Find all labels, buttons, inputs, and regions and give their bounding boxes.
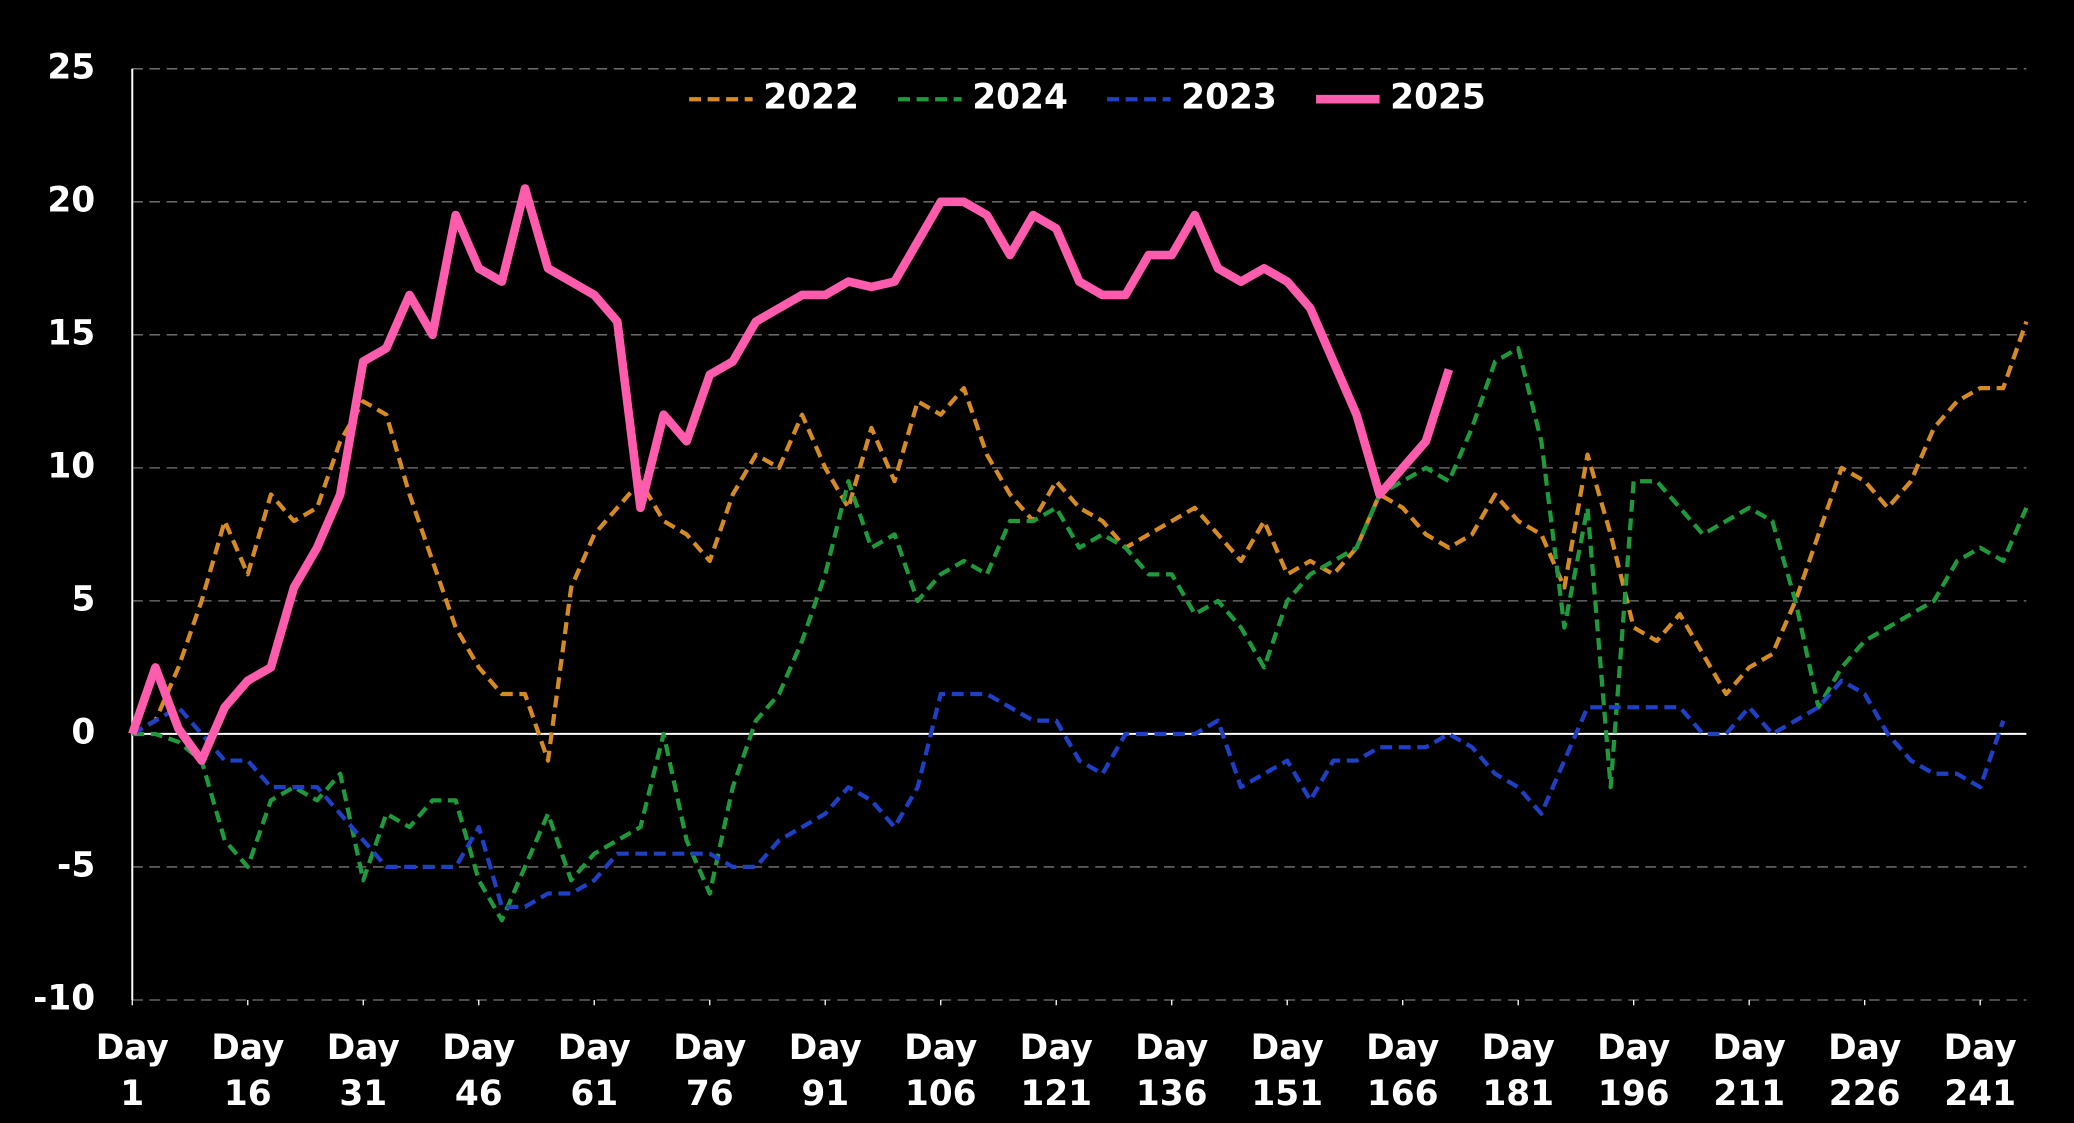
- x-tick-label: Day 106: [904, 1027, 977, 1113]
- x-tick-label: Day 181: [1482, 1027, 1555, 1113]
- y-tick-label: 5: [71, 579, 95, 619]
- x-tick-label: Day 151: [1251, 1027, 1324, 1113]
- x-tick-label: Day 211: [1713, 1027, 1786, 1113]
- x-tick-label: Day 196: [1597, 1027, 1670, 1113]
- legend: 2022 2024 2023 2025: [689, 78, 1486, 118]
- legend-label: 2022: [763, 78, 859, 118]
- x-tick-label: Day 226: [1828, 1027, 1901, 1113]
- x-tick-label: Day 91: [789, 1027, 862, 1113]
- x-tick-label: Day 121: [1020, 1027, 1093, 1113]
- x-tick-label: Day 1: [96, 1027, 169, 1113]
- series-line: [128, 184, 1453, 765]
- y-tick-label: 15: [47, 313, 95, 353]
- legend-label: 2025: [1390, 78, 1486, 118]
- y-tick-label: 20: [47, 180, 95, 220]
- y-tick-label: -10: [33, 978, 95, 1018]
- x-tick-label: Day 46: [442, 1027, 515, 1113]
- x-tick-label: Day 166: [1366, 1027, 1439, 1113]
- x-tick-label: Day 61: [558, 1027, 631, 1113]
- y-tick-label: 0: [71, 712, 95, 752]
- y-tick-label: 25: [47, 47, 95, 87]
- legend-item: 2023: [1107, 78, 1277, 118]
- y-tick-label: -5: [57, 845, 95, 885]
- x-tick-label: Day 241: [1944, 1027, 2017, 1113]
- series-line: [131, 678, 2006, 909]
- x-tick-label: Day 76: [673, 1027, 746, 1113]
- legend-item: 2024: [898, 78, 1068, 118]
- legend-item: 2022: [689, 78, 859, 118]
- series-line: [131, 320, 2029, 763]
- x-tick-label: Day 16: [211, 1027, 284, 1113]
- x-tick-label: Day 31: [327, 1027, 400, 1113]
- legend-label: 2024: [972, 78, 1068, 118]
- legend-label: 2023: [1181, 78, 1277, 118]
- series-line: [132, 346, 2029, 923]
- x-tick-label: Day 136: [1135, 1027, 1208, 1113]
- legend-item: 2025: [1316, 78, 1486, 118]
- y-tick-label: 10: [47, 446, 95, 486]
